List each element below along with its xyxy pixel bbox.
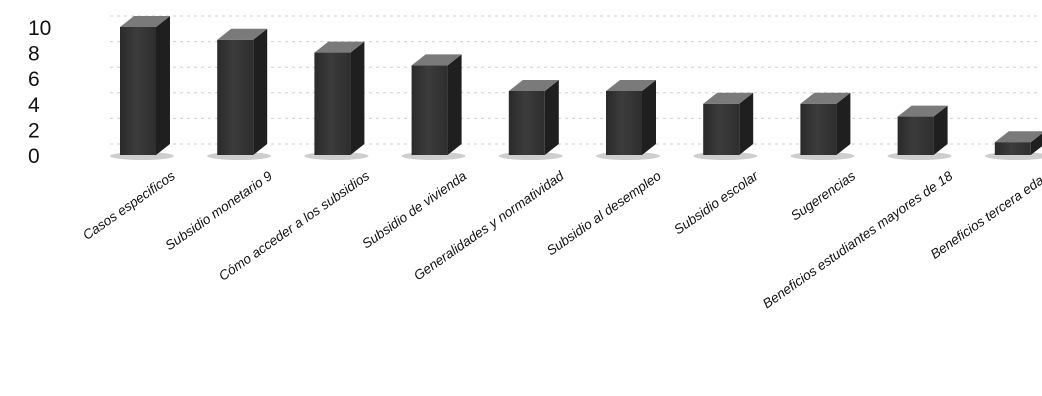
bar (508, 91, 545, 155)
bar (120, 27, 156, 155)
x-tick-label: Casos especificos (80, 168, 178, 243)
bar-side (739, 92, 754, 155)
y-tick-label: 2 (28, 119, 40, 142)
y-tick-label: 4 (28, 94, 40, 117)
bar-side (836, 92, 851, 155)
bar (897, 116, 934, 155)
bar-top (508, 80, 559, 91)
bar-top (120, 16, 170, 27)
bar-top (994, 131, 1042, 143)
y-tick-label: 10 (28, 17, 51, 40)
bar-side (933, 105, 948, 155)
bar-top (314, 41, 365, 53)
bar-top (703, 92, 754, 104)
bar (411, 65, 448, 155)
bar (217, 39, 254, 155)
bar (703, 103, 740, 155)
bar-side (642, 80, 656, 155)
x-tick-label: Subsidio de vivienda (359, 168, 469, 252)
bar (994, 142, 1031, 155)
bar-top (217, 28, 268, 40)
bar-side (350, 41, 365, 155)
x-tick-label: Subsidio escolar (671, 168, 761, 237)
x-tick-label: Sugerencias (788, 168, 858, 223)
bar (314, 52, 351, 155)
bar-side (447, 54, 462, 155)
x-tick-label: Beneficios estudiantes mayores de 18 (760, 168, 956, 311)
bar-side (156, 16, 170, 155)
x-tick-label: Cómo acceder a los subsidios (216, 168, 372, 284)
bar-top (800, 92, 851, 104)
x-tick-label: Generalidades y normatividad (411, 168, 567, 283)
y-tick-label: 8 (28, 43, 40, 66)
bar (800, 103, 837, 155)
y-tick-label: 6 (28, 68, 40, 91)
bar-side (1030, 133, 1042, 155)
x-tick-label: Subsidio monetario 9 (162, 168, 275, 253)
bar-side (544, 80, 559, 155)
bar-top (411, 54, 462, 66)
bar-top (897, 105, 948, 117)
bar (606, 91, 642, 155)
y-tick-label: 0 (28, 145, 40, 168)
bar-side (253, 28, 268, 155)
bar-top (606, 80, 656, 91)
